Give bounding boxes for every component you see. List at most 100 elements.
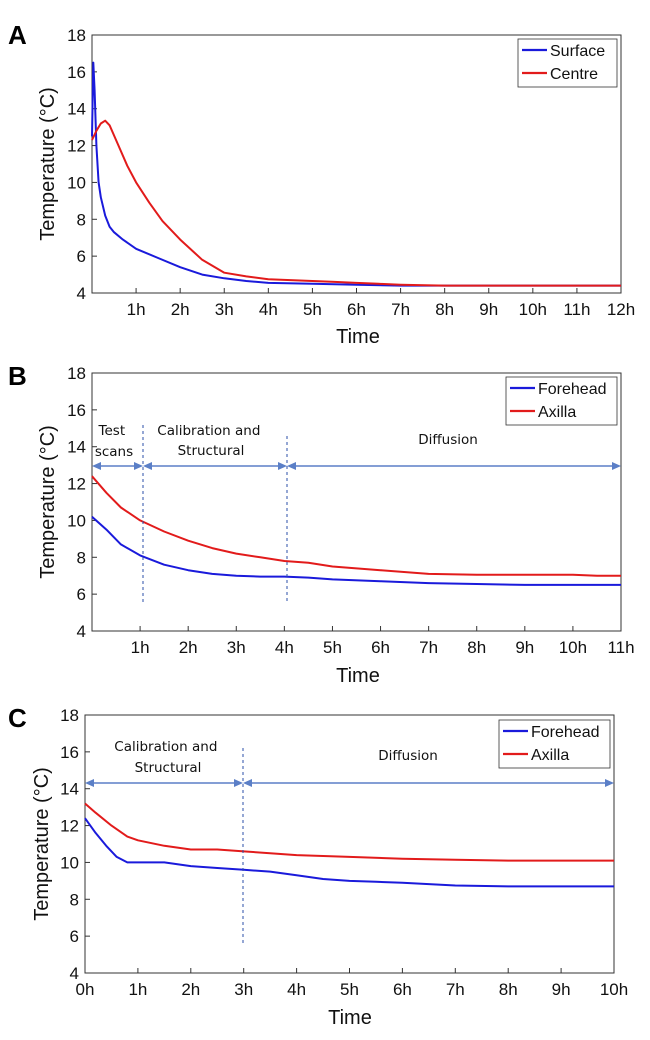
y-tick-label: 14 <box>67 438 86 457</box>
panel-a-legend-centre: Centre <box>550 66 598 83</box>
panel-c-x-axis-label: Time <box>328 1007 372 1029</box>
y-tick-label: 8 <box>70 890 79 909</box>
x-tick-label: 12h <box>607 300 635 319</box>
panel-b-y-ticks: 4 6 8 10 12 14 16 18 <box>67 364 97 641</box>
x-tick-label: 8h <box>499 980 518 999</box>
panel-a-y-ticks: 4 6 8 10 12 14 16 18 <box>67 26 97 303</box>
panel-b: B 4 6 8 10 12 14 16 18 1h 2h 3h 4h 5h 6h 7h 8h 9h 10h 11h… <box>8 361 635 687</box>
y-tick-label: 16 <box>60 743 79 762</box>
panel-c-x-ticks: 0h 1h 2h 3h 4h 5h 6h 7h 8h 9h 10h <box>76 968 628 999</box>
y-tick-label: 6 <box>77 585 86 604</box>
y-tick-label: 18 <box>60 706 79 725</box>
panel-c-y-ticks: 4 6 8 10 12 14 16 18 <box>60 706 90 983</box>
y-tick-label: 8 <box>77 210 86 229</box>
panel-a-series <box>91 61 621 287</box>
x-tick-label: 7h <box>391 300 410 319</box>
panel-c-label: C <box>8 703 27 733</box>
y-tick-label: 14 <box>67 100 86 119</box>
x-tick-label: 6h <box>347 300 366 319</box>
x-tick-label: 6h <box>371 638 390 657</box>
y-tick-label: 6 <box>70 927 79 946</box>
panel-b-legend-axilla: Axilla <box>538 404 576 421</box>
y-tick-label: 18 <box>67 364 86 383</box>
panel-b-phase-test-scans: Test scans <box>95 423 133 460</box>
panel-b-legend: Forehead Axilla <box>505 376 618 426</box>
y-tick-label: 10 <box>60 853 79 872</box>
y-tick-label: 12 <box>67 137 86 156</box>
series-line-forehead <box>91 515 621 586</box>
panel-b-x-axis-label: Time <box>336 665 380 687</box>
x-tick-label: 8h <box>435 300 454 319</box>
x-tick-label: 2h <box>171 300 190 319</box>
y-tick-label: 4 <box>77 622 86 641</box>
x-tick-label: 10h <box>600 980 628 999</box>
x-tick-label: 6h <box>393 980 412 999</box>
panel-a-label: A <box>8 20 27 50</box>
panel-b-series <box>91 475 621 586</box>
panel-a-x-ticks: 1h 2h 3h 4h 5h 6h 7h 8h 9h 10h 11h 12h <box>127 288 635 319</box>
series-line-axilla <box>91 475 621 577</box>
x-tick-label: 11h <box>607 638 634 657</box>
x-tick-label: 7h <box>419 638 438 657</box>
y-tick-label: 12 <box>60 817 79 836</box>
x-tick-label: 1h <box>128 980 147 999</box>
panel-b-phase-calibration: Calibration and Structural <box>157 423 264 459</box>
panel-a-legend: Surface Centre <box>517 38 618 88</box>
panel-c-series <box>84 802 614 888</box>
panel-c-phase-diffusion: Diffusion <box>378 748 438 764</box>
panel-a-legend-box <box>517 38 618 88</box>
y-tick-label: 12 <box>67 475 86 494</box>
x-tick-label: 9h <box>479 300 498 319</box>
panel-c-legend-box <box>498 719 611 769</box>
x-tick-label: 3h <box>227 638 246 657</box>
x-tick-label: 7h <box>446 980 465 999</box>
x-tick-label: 9h <box>515 638 534 657</box>
x-tick-label: 5h <box>323 638 342 657</box>
panel-c-legend-forehead: Forehead <box>531 724 600 741</box>
panel-c-legend: Forehead Axilla <box>498 719 611 769</box>
panel-c-arrow-calibration <box>85 779 243 787</box>
y-tick-label: 4 <box>70 964 79 983</box>
y-tick-label: 18 <box>67 26 86 45</box>
x-tick-label: 0h <box>76 980 95 999</box>
panel-a-legend-surface: Surface <box>550 43 605 60</box>
x-tick-label: 3h <box>234 980 253 999</box>
x-tick-label: 11h <box>563 300 590 319</box>
panel-a-y-axis-label: Temperature (°C) <box>37 87 59 241</box>
panel-b-arrow-diffusion <box>287 462 621 470</box>
x-tick-label: 8h <box>467 638 486 657</box>
panel-b-arrow-test-scans <box>92 462 143 470</box>
y-tick-label: 14 <box>60 780 79 799</box>
panel-c-legend-axilla: Axilla <box>531 747 569 764</box>
y-tick-label: 16 <box>67 401 86 420</box>
x-tick-label: 5h <box>340 980 359 999</box>
x-tick-label: 1h <box>127 300 146 319</box>
panel-c-y-axis-label: Temperature (°C) <box>31 767 53 921</box>
x-tick-label: 4h <box>287 980 306 999</box>
panel-a-x-axis-label: Time <box>336 326 380 348</box>
panel-b-x-ticks: 1h 2h 3h 4h 5h 6h 7h 8h 9h 10h 11h <box>131 626 635 657</box>
panel-b-y-axis-label: Temperature (°C) <box>37 425 59 579</box>
x-tick-label: 1h <box>131 638 150 657</box>
x-tick-label: 4h <box>275 638 294 657</box>
x-tick-label: 3h <box>215 300 234 319</box>
panel-b-arrow-calibration <box>143 462 287 470</box>
y-tick-label: 16 <box>67 63 86 82</box>
x-tick-label: 9h <box>552 980 571 999</box>
y-tick-label: 4 <box>77 284 86 303</box>
series-line-forehead <box>84 817 614 888</box>
panel-b-label: B <box>8 361 27 391</box>
series-line-axilla <box>84 802 614 862</box>
x-tick-label: 5h <box>303 300 322 319</box>
series-line-surface <box>91 61 621 287</box>
panel-b-legend-box <box>505 376 618 426</box>
y-tick-label: 10 <box>67 511 86 530</box>
x-tick-label: 2h <box>179 638 198 657</box>
x-tick-label: 10h <box>519 300 547 319</box>
panel-a: A 4 6 8 10 12 14 16 18 1h 2h 3h 4h 5h 6h 7h 8h 9h 10h 11h… <box>8 20 635 348</box>
series-line-centre <box>91 119 621 287</box>
x-tick-label: 4h <box>259 300 278 319</box>
y-tick-label: 6 <box>77 247 86 266</box>
